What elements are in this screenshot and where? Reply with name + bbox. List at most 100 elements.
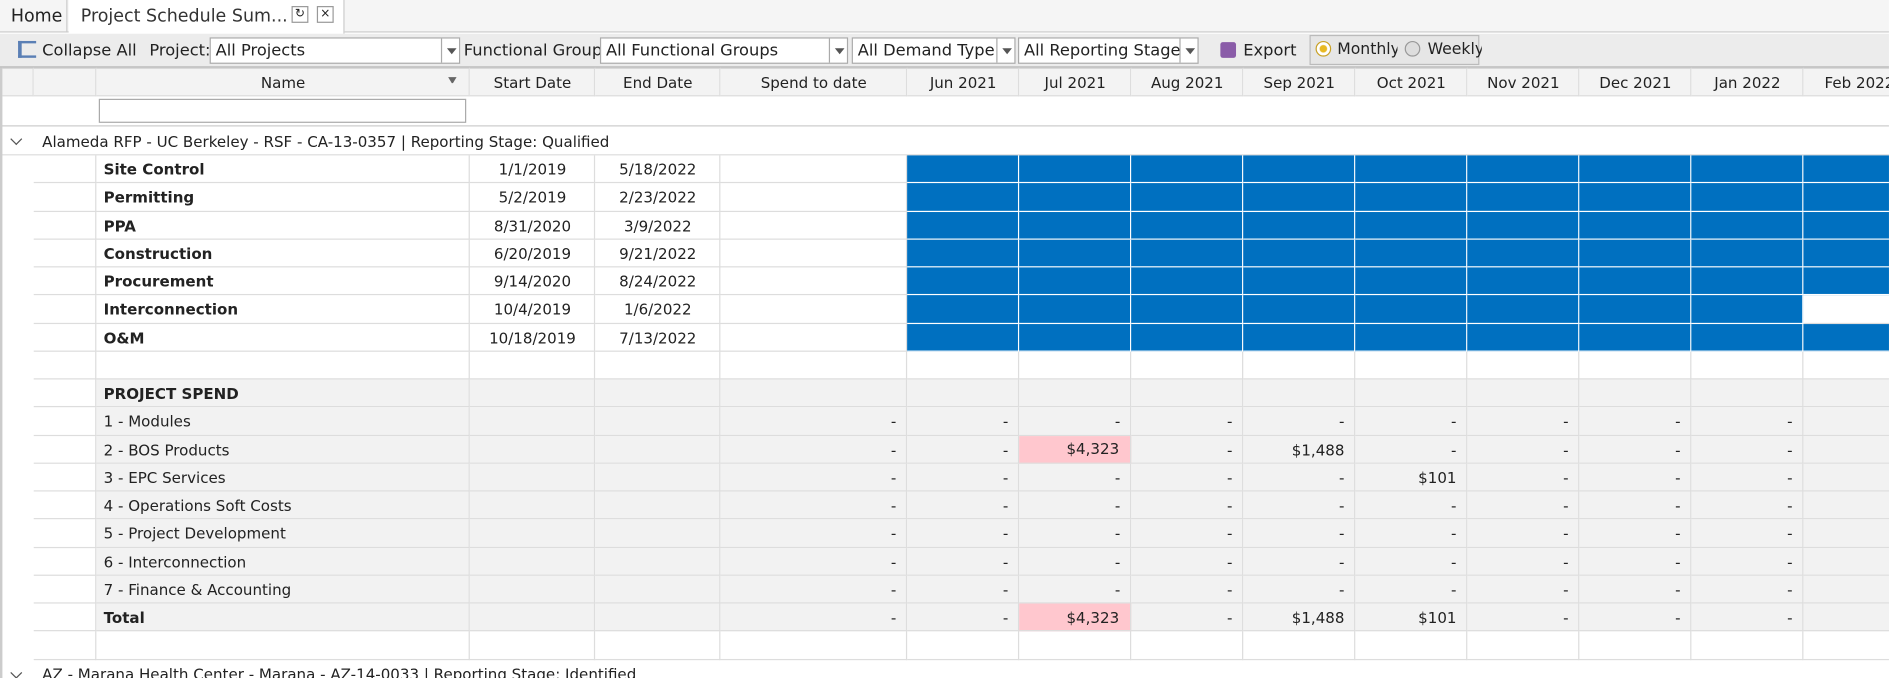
dropdown[interactable]: All Projects bbox=[209, 37, 461, 64]
gantt-bar bbox=[1019, 295, 1132, 324]
cell bbox=[720, 575, 908, 604]
cell bbox=[1243, 519, 1356, 548]
cell bbox=[1579, 435, 1692, 464]
column-header[interactable]: Oct 2021 bbox=[1376, 72, 1446, 91]
filter-input[interactable] bbox=[98, 98, 467, 123]
spend-value: - bbox=[1675, 440, 1681, 459]
cell bbox=[1467, 603, 1580, 632]
radio-label[interactable]: Monthly bbox=[1337, 40, 1398, 59]
cell bbox=[720, 211, 908, 240]
dropdown[interactable]: All Demand Type bbox=[851, 37, 1016, 64]
column-header[interactable]: Name bbox=[260, 72, 306, 91]
end-date: 5/18/2022 bbox=[619, 160, 697, 179]
collapse-icon bbox=[18, 40, 37, 58]
cell bbox=[1579, 351, 1692, 380]
cell bbox=[96, 547, 470, 576]
close-icon[interactable]: × bbox=[316, 6, 334, 23]
end-date: 2/23/2022 bbox=[619, 188, 697, 207]
task-name: Construction bbox=[103, 244, 213, 263]
cell bbox=[1803, 463, 1889, 492]
cell bbox=[1355, 351, 1468, 380]
export-button[interactable]: Export bbox=[1243, 40, 1297, 61]
spend-value: - bbox=[1451, 580, 1457, 599]
cell bbox=[907, 463, 1020, 492]
dropdown[interactable]: All Functional Groups bbox=[599, 37, 849, 64]
task-name: Procurement bbox=[103, 272, 214, 291]
spend-value: - bbox=[1563, 552, 1569, 571]
spend-value: - bbox=[1114, 552, 1121, 571]
cell bbox=[1355, 631, 1468, 660]
cell bbox=[1243, 491, 1356, 520]
spend-value: - bbox=[1339, 496, 1345, 515]
column-header[interactable]: Dec 2021 bbox=[1599, 72, 1672, 91]
cell bbox=[1355, 547, 1468, 576]
cell bbox=[1691, 575, 1804, 604]
end-date: 9/21/2022 bbox=[619, 244, 697, 263]
cell bbox=[96, 435, 470, 464]
dropdown[interactable]: All Reporting Stage bbox=[1017, 37, 1199, 64]
column-header[interactable]: Start Date bbox=[493, 72, 572, 91]
cell bbox=[469, 183, 596, 212]
cell bbox=[33, 407, 97, 436]
spend-value: - bbox=[1226, 468, 1233, 487]
cell bbox=[1467, 519, 1580, 548]
column-header[interactable]: Sep 2021 bbox=[1263, 72, 1336, 91]
radio[interactable] bbox=[1404, 40, 1421, 57]
collapse-button[interactable]: Collapse All bbox=[42, 40, 137, 61]
gantt-bar bbox=[1243, 323, 1356, 352]
header-cell bbox=[33, 67, 97, 97]
cell bbox=[720, 239, 908, 268]
header-cell bbox=[1467, 67, 1580, 97]
column-header[interactable]: Jun 2021 bbox=[929, 72, 997, 91]
tab[interactable]: Home bbox=[0, 0, 68, 33]
cell bbox=[1467, 407, 1580, 436]
column-header[interactable]: End Date bbox=[623, 72, 693, 91]
cell bbox=[33, 463, 97, 492]
column-header[interactable]: Jan 2022 bbox=[1714, 72, 1781, 91]
cell bbox=[1019, 575, 1132, 604]
column-header[interactable]: Spend to date bbox=[760, 72, 867, 91]
gantt-bar bbox=[1355, 211, 1468, 240]
cell bbox=[595, 407, 721, 436]
cell bbox=[469, 547, 596, 576]
spend-value: - bbox=[1114, 468, 1121, 487]
column-header[interactable]: Jul 2021 bbox=[1044, 72, 1106, 91]
group-title: AZ - Marana Health Center - Marana - AZ-… bbox=[42, 664, 637, 678]
cell bbox=[1131, 603, 1244, 632]
column-header[interactable]: Feb 2022 bbox=[1824, 72, 1889, 91]
end-date: 7/13/2022 bbox=[619, 328, 697, 347]
spend-label: 2 - BOS Products bbox=[103, 440, 230, 459]
cell bbox=[720, 491, 908, 520]
radio-label[interactable]: Weekly bbox=[1427, 40, 1482, 59]
cell bbox=[1691, 407, 1804, 436]
cell bbox=[96, 239, 470, 268]
cell bbox=[1467, 491, 1580, 520]
cell bbox=[720, 351, 908, 380]
spend-value: - bbox=[1114, 580, 1121, 599]
column-header[interactable]: Aug 2021 bbox=[1150, 72, 1224, 91]
cell bbox=[96, 267, 470, 296]
dropdown-arrow bbox=[828, 38, 847, 63]
gantt-bar bbox=[1243, 267, 1356, 296]
gantt-bar bbox=[1691, 155, 1804, 184]
cell bbox=[907, 547, 1020, 576]
spend-value: - bbox=[1563, 468, 1569, 487]
cell bbox=[1579, 603, 1692, 632]
gantt-bar bbox=[907, 155, 1020, 184]
refresh-icon[interactable]: ↻ bbox=[291, 6, 309, 23]
cell bbox=[1579, 519, 1692, 548]
cell bbox=[96, 631, 470, 660]
task-name: O&M bbox=[103, 328, 145, 347]
column-header[interactable]: Nov 2021 bbox=[1487, 72, 1560, 91]
spend-value: - bbox=[890, 580, 897, 599]
cell bbox=[1803, 632, 1889, 660]
cell bbox=[33, 239, 97, 268]
cell bbox=[595, 183, 721, 212]
cell bbox=[1467, 463, 1580, 492]
radio-selected[interactable] bbox=[1315, 40, 1332, 57]
cell bbox=[96, 463, 470, 492]
header-cell bbox=[1131, 67, 1244, 97]
spend-value: - bbox=[890, 552, 897, 571]
gantt-bar bbox=[1131, 267, 1244, 296]
cell bbox=[96, 519, 470, 548]
